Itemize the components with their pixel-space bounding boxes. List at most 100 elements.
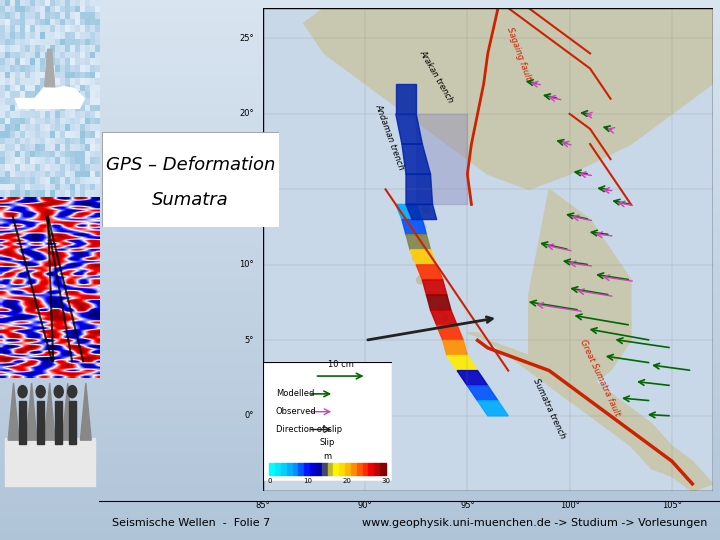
Bar (0, 19, 720, 22)
Bar (0, 148, 720, 151)
Bar (0, 30, 720, 32)
Bar (0, 186, 720, 189)
Bar (0, 124, 720, 127)
Bar (0, 162, 720, 165)
Bar (374, 463, 380, 475)
Bar (0, 497, 720, 500)
Bar (0, 416, 720, 418)
Bar (0, 43, 720, 46)
Bar (0, 103, 720, 105)
Bar (0, 275, 720, 278)
Bar (0, 481, 720, 483)
Text: www.geophysik.uni-muenchen.de -> Studium -> Vorlesungen: www.geophysik.uni-muenchen.de -> Studium… (362, 518, 708, 528)
Circle shape (434, 292, 439, 298)
Bar (0, 232, 720, 235)
Bar (0, 359, 720, 362)
Bar (0, 78, 720, 81)
Polygon shape (436, 325, 463, 340)
Bar (0, 97, 720, 100)
Bar (0, 327, 720, 329)
Bar (0, 472, 720, 475)
Bar (0, 278, 720, 281)
Bar (0, 122, 720, 124)
Bar (0, 378, 720, 381)
Bar (0, 211, 720, 213)
Bar (0, 38, 720, 40)
Text: 95°: 95° (460, 501, 474, 510)
Polygon shape (396, 114, 423, 144)
Text: 85°: 85° (256, 501, 270, 510)
Bar (0, 181, 720, 184)
Circle shape (417, 276, 424, 284)
Polygon shape (467, 333, 713, 491)
Polygon shape (402, 220, 426, 235)
Bar (287, 463, 292, 475)
Bar (0, 259, 720, 262)
Text: Direction of slip: Direction of slip (276, 425, 342, 434)
Bar (0, 489, 720, 491)
Polygon shape (8, 383, 19, 440)
Bar (0, 502, 720, 505)
Bar (0, 8, 720, 11)
Bar (0, 176, 720, 178)
Bar (0, 0, 720, 3)
Polygon shape (37, 401, 44, 444)
Polygon shape (63, 383, 73, 440)
Bar (0, 238, 720, 240)
Text: 10°: 10° (239, 260, 254, 269)
Bar (0, 535, 720, 537)
Bar (0, 367, 720, 370)
Text: 0°: 0° (244, 411, 254, 420)
Bar (0, 202, 720, 205)
Polygon shape (4, 438, 95, 486)
Bar (0, 127, 720, 130)
Bar (0, 338, 720, 340)
Bar (0, 284, 720, 286)
Bar (0, 54, 720, 57)
Bar (0, 189, 720, 192)
Bar (305, 463, 310, 475)
Bar (0, 340, 720, 343)
Polygon shape (426, 295, 451, 310)
Bar (0, 316, 720, 319)
Bar (0, 343, 720, 346)
Bar (0, 456, 720, 459)
Circle shape (423, 205, 430, 213)
Bar (0, 302, 720, 305)
Bar (0, 526, 720, 529)
Bar (0, 221, 720, 224)
Bar (0, 216, 720, 219)
Text: 5°: 5° (244, 336, 254, 345)
Bar (0, 205, 720, 208)
Polygon shape (457, 370, 488, 386)
Bar (0, 394, 720, 397)
Text: 30: 30 (382, 478, 390, 484)
Polygon shape (396, 84, 416, 114)
Bar (0, 84, 720, 86)
Bar (0, 35, 720, 38)
Bar (0, 429, 720, 432)
Polygon shape (443, 340, 467, 355)
Bar (0, 397, 720, 400)
Bar (0, 491, 720, 494)
Bar (0, 230, 720, 232)
Bar (0, 510, 720, 513)
Bar (281, 463, 287, 475)
Bar (0, 470, 720, 472)
Text: m: m (323, 453, 332, 461)
Polygon shape (406, 205, 436, 220)
Polygon shape (447, 355, 477, 370)
Bar (0, 157, 720, 159)
Bar (322, 463, 328, 475)
Bar (0, 451, 720, 454)
Bar (0, 100, 720, 103)
Bar (0, 146, 720, 148)
Polygon shape (477, 401, 508, 416)
Text: Sagaing fault: Sagaing fault (505, 26, 532, 81)
Polygon shape (26, 383, 37, 440)
Bar (0, 505, 720, 508)
Bar (0, 486, 720, 489)
Bar (0, 184, 720, 186)
Bar (0, 513, 720, 516)
Bar (0, 194, 720, 197)
